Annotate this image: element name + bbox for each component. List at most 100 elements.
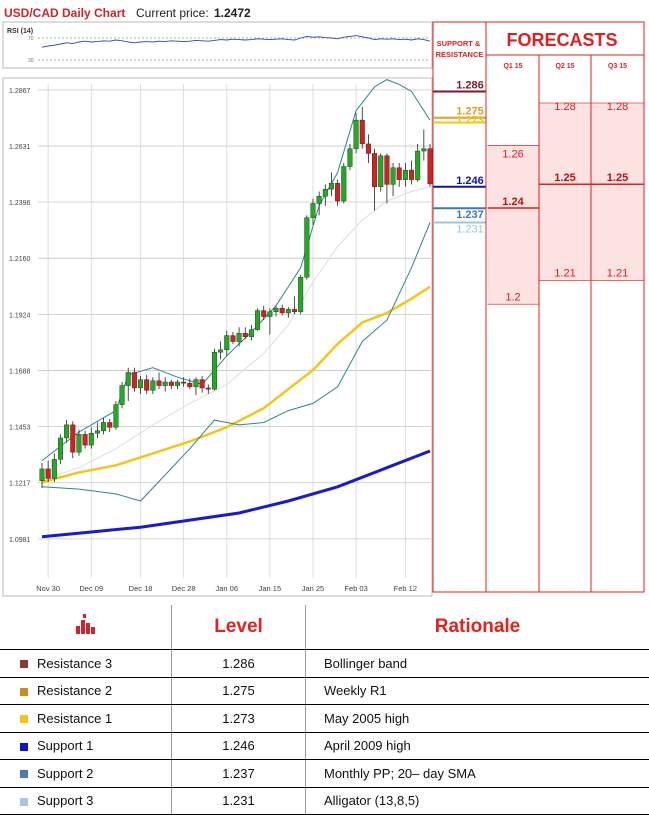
level-name-cell: Resistance 3 [0,650,172,678]
level-color-swatch [20,770,28,778]
forecast-range [540,103,591,280]
y-tick-label: 1.2631 [9,144,31,151]
forecast-value: 1.25 [554,172,575,184]
forecast-value: 1.28 [554,101,575,113]
candle-body [403,170,408,180]
level-value: 1.231 [172,787,306,815]
forecast-value: 1.26 [502,148,523,160]
rsi-frame [3,22,432,68]
candle-body [323,189,328,196]
candle-body [378,156,383,187]
candle-body [409,170,414,180]
sr-level-label: 1.246 [456,175,484,187]
level-name-cell: Support 2 [0,760,172,788]
rsi-panel: RSI (14) 70 30 [3,22,432,68]
candle-body [385,156,390,185]
y-tick-label: 1.0981 [9,537,31,544]
bar-chart-icon [74,614,98,634]
candle-body [415,151,420,180]
rsi-level-30: 30 [28,58,34,64]
y-tick-label: 1.1688 [9,369,31,376]
forecast-column-header: Q1 15 [503,63,522,70]
x-tick-label: Jan 25 [302,584,325,593]
candle-body [52,459,57,478]
candle-body [181,382,186,383]
level-name: Support 1 [37,738,93,753]
sr-heading-line-2: RESISTANCE [436,50,484,59]
level-name-cell: Resistance 1 [0,705,172,733]
forecast-column-header: Q3 15 [608,63,627,70]
y-tick-label: 1.1924 [9,312,31,319]
candle-body [83,434,88,445]
candle-body [305,218,310,278]
x-tick-label: Jan 06 [215,584,238,593]
sr-level-label: 1.231 [456,223,484,235]
level-color-swatch [20,660,28,668]
candle-body [280,308,285,313]
level-rationale: Alligator (13,8,5) [306,787,649,815]
candle-body [243,333,248,337]
y-tick-label: 1.2396 [9,200,31,207]
candle-body [341,167,346,202]
forecasts-title: FORECASTS [506,30,617,50]
support-resistance-panel: SUPPORT & RESISTANCE 1.2861.2751.2731.24… [433,22,486,592]
x-tick-label: Feb 03 [344,584,367,593]
level-color-swatch [20,715,28,723]
sr-level-label: 1.286 [456,80,484,92]
candle-body [138,380,143,388]
sr-heading-line-1: SUPPORT & [437,39,481,48]
level-value: 1.237 [172,760,306,788]
forecasts-panel: FORECASTS Q1 151.261.241.2Q2 151.281.251… [486,22,644,592]
candle-body [286,309,291,313]
candle-body [188,383,193,387]
candle-body [70,425,75,452]
candle-body [261,311,266,317]
candle-body [274,308,279,312]
forecast-value: 1.21 [554,267,575,279]
candle-body [292,309,297,311]
x-tick-label: Dec 09 [79,584,103,593]
level-name: Resistance 3 [37,656,112,671]
candle-body [194,380,199,387]
candle-body [175,382,180,386]
chart-title: USD/CAD Daily Chart [4,6,125,20]
x-tick-label: Feb 12 [394,584,417,593]
candle-body [40,469,45,481]
y-tick-label: 1.2867 [9,88,31,95]
level-name: Resistance 2 [37,683,112,698]
forecast-value: 1.28 [607,101,628,113]
candle-body [360,120,365,144]
candle-body [311,203,316,217]
candle-body [255,311,260,330]
forecast-value: 1.25 [607,172,628,184]
candle-body [114,405,119,428]
y-tick-label: 1.1453 [9,425,31,432]
forecast-column-header: Q2 15 [555,63,574,70]
forecast-range [592,103,644,280]
y-tick-label: 1.1217 [9,481,31,488]
forecast-value: 1.24 [502,196,524,208]
level-value: 1.275 [172,677,306,705]
level-name: Support 2 [37,766,93,781]
y-tick-label: 1.2160 [9,256,31,263]
candle-body [58,438,63,459]
candle-body [132,372,137,387]
level-rationale: Bollinger band [306,650,649,678]
candle-body [200,380,205,388]
candle-body [206,388,211,389]
candle-body [372,153,377,186]
candle-body [249,330,254,337]
candle-body [64,425,69,438]
level-header: Level [172,605,306,650]
candle-body [268,312,273,317]
rationale-header: Rationale [306,605,649,650]
rsi-label: RSI (14) [7,28,33,35]
candle-body [212,352,217,389]
candle-body [237,333,242,341]
